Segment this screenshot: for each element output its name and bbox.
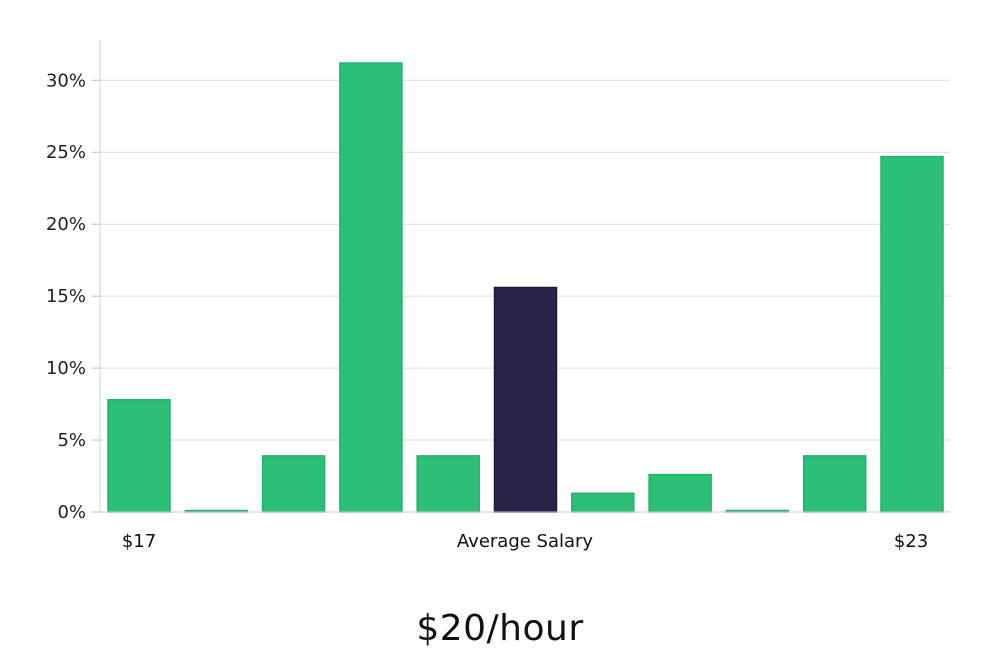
bar [416, 455, 480, 513]
headline-salary: $20/hour [416, 608, 584, 649]
x-label-min: $17 [122, 531, 156, 552]
salary-distribution-chart: 0% 5% 10% 15% 20% 25% 30% $17 Average Salary $… [46, 40, 950, 552]
y-tick-label: 30% [46, 70, 86, 91]
x-label-average: Average Salary [457, 531, 594, 552]
y-axis-ticks: 0% 5% 10% 15% 20% 25% 30% [46, 70, 100, 523]
bars [107, 62, 944, 513]
y-tick-label: 25% [46, 142, 86, 163]
y-tick-label: 20% [46, 214, 86, 235]
y-tick-label: 0% [57, 502, 86, 523]
bar [339, 62, 403, 513]
bar-average-highlight [493, 286, 558, 513]
bar [571, 492, 635, 513]
axes [99, 40, 950, 513]
bar [802, 455, 867, 513]
x-label-max: $23 [894, 531, 928, 552]
bar [107, 399, 171, 513]
y-tick-label: 5% [57, 430, 86, 451]
bar [261, 455, 326, 513]
y-tick-label: 10% [46, 358, 86, 379]
x-annotations: $17 Average Salary $23 [122, 531, 928, 552]
y-tick-label: 15% [46, 286, 86, 307]
bar [648, 473, 712, 513]
bar [880, 155, 944, 513]
